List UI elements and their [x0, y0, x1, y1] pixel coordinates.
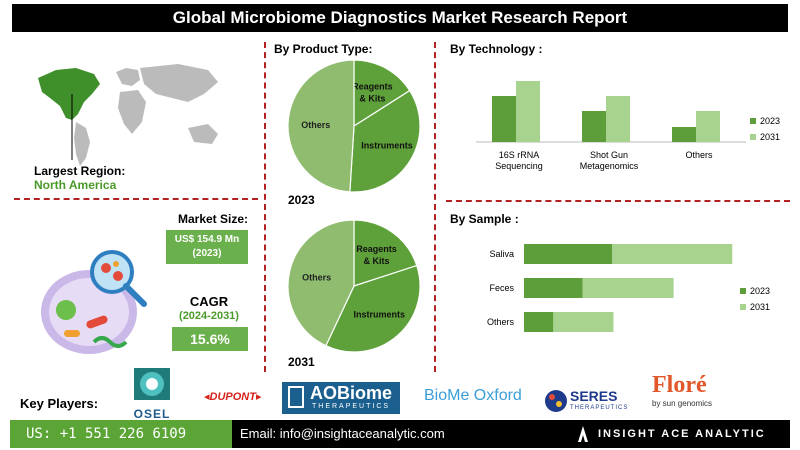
sample-title: By Sample :	[450, 212, 519, 226]
world-map	[38, 64, 218, 166]
sample-category-0: Saliva	[489, 249, 514, 259]
divider-v1	[264, 42, 266, 372]
seres-logo: SERES THERAPEUTICS	[544, 386, 627, 416]
pie-2031-slice-1	[325, 264, 421, 353]
tech-bar-0-2031	[516, 81, 540, 142]
market-size-label: Market Size:	[177, 212, 249, 226]
sample-bar-chart: Saliva Feces Others 2023 2031	[487, 244, 770, 332]
pie-2023-slice-0	[353, 59, 411, 128]
pie-2023-slice-2	[287, 59, 355, 193]
tech-legend-2023: 2023	[760, 116, 780, 126]
technology-title: By Technology :	[450, 42, 543, 56]
sample-bar-0-2031	[612, 244, 733, 264]
flore-sub: by sun genomics	[652, 399, 713, 408]
osel-logo: OSEL	[124, 366, 180, 421]
microbe-illustration	[41, 250, 147, 354]
flore-logo: Floré by sun genomics	[652, 372, 752, 416]
brand-logo-icon	[578, 426, 588, 442]
sample-category-2: Others	[487, 317, 515, 327]
magnifier-icon	[90, 250, 134, 294]
pie-2031-slice-0	[353, 219, 418, 287]
sample-legend-2031: 2031	[750, 302, 770, 312]
divider-left	[14, 198, 258, 200]
pie-2031-label-1: Instruments	[354, 310, 406, 320]
bacteria-icon	[56, 300, 76, 320]
sample-bar-0-2023	[524, 244, 612, 264]
tech-legend-swatch-2031	[750, 134, 756, 140]
map-europe	[116, 68, 140, 86]
divider-right	[446, 200, 790, 202]
tech-bar-1-2023	[582, 111, 606, 142]
pie-2031-label-0: Reagents & Kits	[356, 244, 397, 266]
pie-2023-label-1: Instruments	[361, 140, 413, 150]
page-title: Global Microbiome Diagnostics Market Res…	[12, 4, 788, 32]
map-australia	[188, 124, 218, 144]
key-players-label: Key Players:	[20, 396, 99, 411]
seres-name: SERES	[570, 388, 618, 404]
market-size-value: US$ 154.9 Mn	[174, 234, 240, 245]
aobiome-name: AOBiome	[310, 383, 393, 403]
pie-2031-slice-2	[287, 219, 355, 347]
sample-bar-2-2031	[553, 312, 614, 332]
osel-name: OSEL	[133, 407, 171, 421]
cagr-period: (2024-2031)	[179, 310, 239, 322]
sample-legend-2023: 2023	[750, 286, 770, 296]
market-size-box: US$ 154.9 Mn (2023)	[166, 230, 248, 264]
map-africa	[118, 90, 146, 134]
sample-bar-1-2031	[582, 278, 674, 298]
email-contact[interactable]: Email: info@insightaceanalytic.com	[240, 426, 445, 441]
largest-region-value: North America	[34, 178, 117, 192]
map-north-america	[38, 68, 100, 120]
tech-category-1: Shot Gun Metagenomics	[580, 150, 639, 171]
brand-name: INSIGHT ACE ANALYTIC	[598, 428, 766, 440]
pie-chart-2023: Reagents & Kits Instruments Others	[287, 59, 421, 193]
phone-contact[interactable]: US: +1 551 226 6109	[10, 420, 232, 448]
sample-legend-swatch-2031	[740, 304, 746, 310]
pie-chart-2031: Reagents & Kits Instruments Others	[287, 219, 421, 353]
tech-bar-0-2023	[492, 96, 516, 142]
pie-2023-slice-1	[349, 89, 421, 193]
product-type-title: By Product Type:	[274, 42, 373, 56]
aobiome-sub: THERAPEUTICS	[312, 403, 391, 410]
tech-category-0: 16S rRNA Sequencing	[495, 150, 543, 171]
aobiome-logo: AOBiome THERAPEUTICS	[282, 382, 400, 414]
cagr-value: 15.6%	[172, 327, 248, 351]
pie-2023-year: 2023	[288, 193, 315, 207]
tech-legend-2031: 2031	[760, 132, 780, 142]
flore-name: Floré	[652, 372, 707, 398]
sample-legend-swatch-2023	[740, 288, 746, 294]
pie-2031-year: 2031	[288, 355, 315, 369]
dupont-logo: ◂DUPONT▸	[204, 391, 262, 403]
market-size-year: (2023)	[192, 248, 222, 259]
seres-sub: THERAPEUTICS	[570, 405, 629, 411]
map-south-america	[74, 122, 90, 166]
tech-category-2: Others	[685, 150, 713, 160]
pie-2023-label-2: Others	[301, 120, 330, 130]
largest-region-label: Largest Region:	[34, 164, 126, 178]
pie-2031-label-2: Others	[302, 273, 331, 283]
map-asia	[140, 64, 218, 102]
sample-category-1: Feces	[489, 283, 514, 293]
sample-bar-2-2023	[524, 312, 554, 332]
sample-bar-1-2023	[524, 278, 583, 298]
pie-2023-label-0: Reagents & Kits	[352, 81, 393, 103]
tech-bar-2-2023	[672, 127, 696, 142]
technology-bar-chart: 16S rRNA Sequencing Shot Gun Metagenomics Ot…	[476, 81, 780, 171]
cagr-label: CAGR	[189, 294, 229, 309]
dupont-name: DUPONT	[209, 391, 256, 403]
tech-bar-1-2031	[606, 96, 630, 142]
footer-bar: Email: info@insightaceanalytic.com INSIG…	[232, 420, 790, 448]
divider-v2	[434, 42, 436, 372]
biome-oxford-logo: BioMe Oxford	[424, 387, 522, 404]
tech-bar-2-2031	[696, 111, 720, 142]
tech-legend-swatch-2023	[750, 118, 756, 124]
